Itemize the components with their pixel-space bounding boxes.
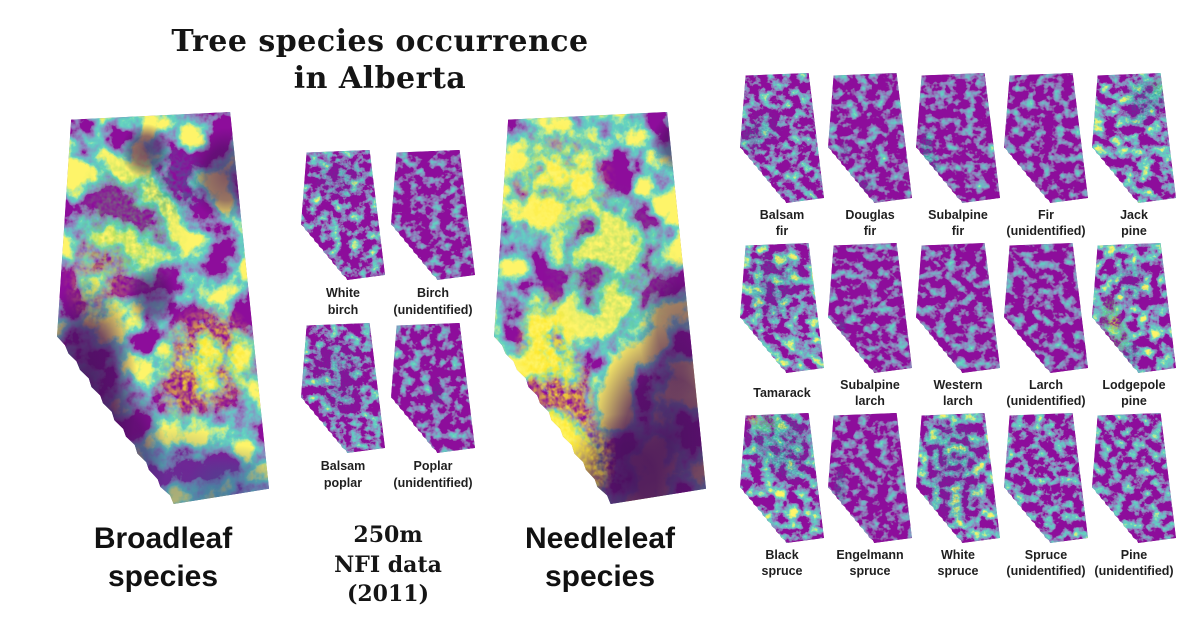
species-map-cell: Larch (unidentified) <box>1004 243 1088 413</box>
species-map-cell: White birch <box>301 150 385 323</box>
species-map <box>301 150 385 280</box>
map-label: Balsam poplar <box>320 459 366 490</box>
species-map <box>740 413 824 543</box>
map-label: White birch <box>325 286 361 317</box>
map-label: Engelmann spruce <box>836 547 904 578</box>
species-map <box>740 243 824 373</box>
species-map <box>916 413 1000 543</box>
species-map <box>1004 243 1088 373</box>
species-map-cell: Lodgepole pine <box>1092 243 1176 413</box>
species-map <box>1004 73 1088 203</box>
map-label: Larch (unidentified) <box>1006 377 1086 408</box>
data-source-note: 250m NFI data (2011) <box>334 522 442 608</box>
species-map <box>391 323 475 453</box>
title-line-1: Tree species occurrence <box>171 24 589 59</box>
map-label: Pine (unidentified) <box>1094 547 1174 578</box>
broadleaf-small-grid: White birch Birch (unidentified) Balsam … <box>301 150 475 496</box>
species-map <box>1092 413 1176 543</box>
species-map-cell: Poplar (unidentified) <box>391 323 475 496</box>
species-map <box>1004 413 1088 543</box>
species-map-cell: Fir (unidentified) <box>1004 73 1088 243</box>
map-label: Douglas fir <box>845 207 895 238</box>
map-label: Birch (unidentified) <box>393 286 473 317</box>
map-label: Western larch <box>933 377 983 408</box>
broadleaf-caption: Broadleaf species <box>93 522 233 593</box>
map-label: Tamarack <box>753 385 811 400</box>
map-label: Subalpine larch <box>840 377 900 408</box>
species-map-cell: Birch (unidentified) <box>391 150 475 323</box>
species-map-cell: Subalpine larch <box>828 243 912 413</box>
species-map-cell: Spruce (unidentified) <box>1004 413 1088 583</box>
species-map <box>828 243 912 373</box>
map-label: Poplar (unidentified) <box>393 459 473 490</box>
needleleaf-species-map <box>494 112 706 504</box>
species-map <box>391 150 475 280</box>
species-map-cell: White spruce <box>916 413 1000 583</box>
species-map <box>828 413 912 543</box>
map-label: Jack pine <box>1120 207 1148 238</box>
species-map <box>1092 243 1176 373</box>
species-map <box>916 73 1000 203</box>
species-map-cell: Engelmann spruce <box>828 413 912 583</box>
map-label: Black spruce <box>761 547 803 578</box>
map-label: Subalpine fir <box>928 207 988 238</box>
figure-title: Tree species occurrence in Alberta <box>150 24 610 97</box>
map-label: Balsam fir <box>759 207 805 238</box>
map-label: Spruce (unidentified) <box>1006 547 1086 578</box>
species-map-cell: Black spruce <box>740 413 824 583</box>
species-map-cell: Pine (unidentified) <box>1092 413 1176 583</box>
map-label: Lodgepole pine <box>1102 377 1166 408</box>
species-map <box>1092 73 1176 203</box>
species-map-cell: Tamarack <box>740 243 824 413</box>
species-map <box>740 73 824 203</box>
species-map <box>916 243 1000 373</box>
species-map-cell: Western larch <box>916 243 1000 413</box>
species-map-cell: Balsam fir <box>740 73 824 243</box>
species-map-cell: Subalpine fir <box>916 73 1000 243</box>
needleleaf-caption: Needleleaf species <box>524 522 676 593</box>
title-line-2: in Alberta <box>293 60 467 96</box>
species-map <box>301 323 385 453</box>
species-map-cell: Jack pine <box>1092 73 1176 243</box>
species-map-cell: Balsam poplar <box>301 323 385 496</box>
species-grid: Balsam fir Douglas fir Subalpine fir Fir… <box>740 73 1176 583</box>
broadleaf-species-map <box>57 112 269 504</box>
species-map-cell: Douglas fir <box>828 73 912 243</box>
map-label: White spruce <box>937 547 979 578</box>
species-map <box>828 73 912 203</box>
map-label: Fir (unidentified) <box>1006 207 1086 238</box>
